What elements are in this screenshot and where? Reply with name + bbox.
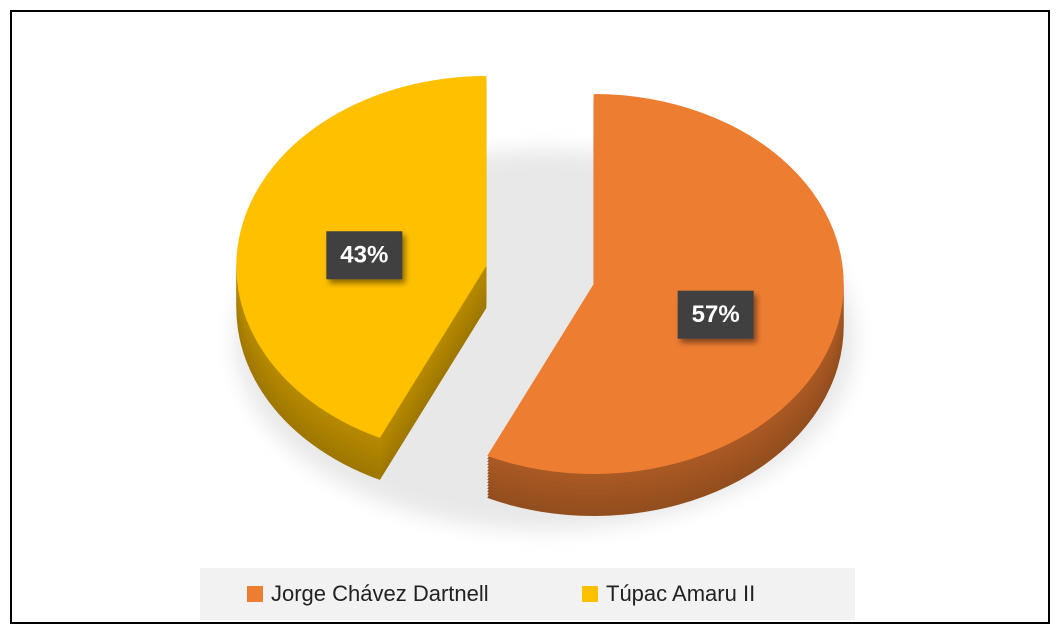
legend-label: Jorge Chávez Dartnell [271, 581, 489, 606]
data-label-box [326, 231, 403, 280]
legend-swatch [247, 586, 263, 602]
legend-swatch [582, 586, 598, 602]
data-label-box [677, 290, 754, 339]
slice [487, 93, 844, 474]
legend-box [200, 568, 855, 620]
data-label: 57% [692, 301, 740, 328]
legend-label: Túpac Amaru II [606, 581, 755, 606]
data-label: 43% [340, 242, 388, 269]
